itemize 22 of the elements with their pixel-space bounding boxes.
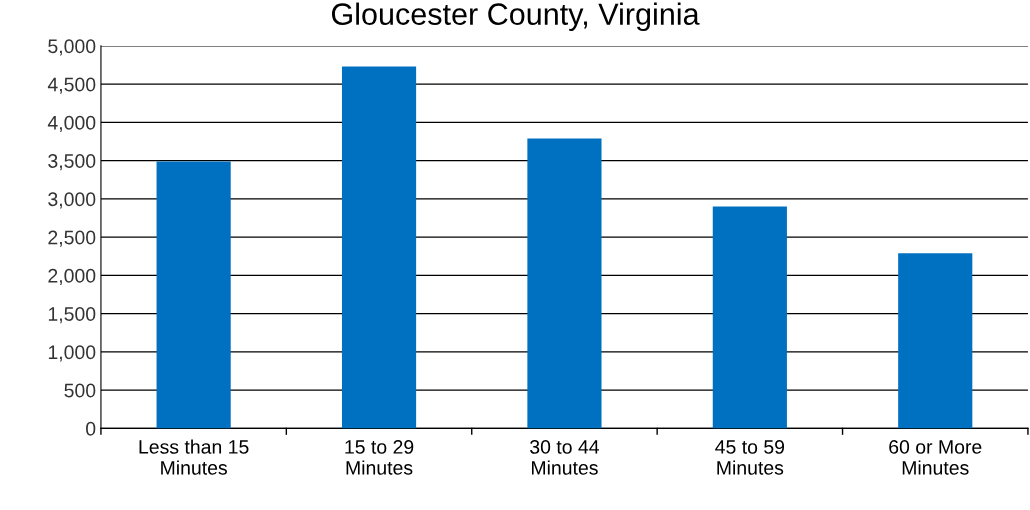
y-tick-label: 500 [64,383,96,398]
x-tick-label: 45 to 59 Minutes [715,440,785,475]
y-tick-label: 4,000 [47,115,96,132]
bar [341,66,417,429]
y-tick-label: 3,500 [48,154,96,171]
y-tick-label: 5,000 [48,39,96,56]
y-tick-label: 1,500 [48,307,96,324]
y-tick-label: 3,000 [48,192,96,209]
bar [527,138,602,429]
x-tick-label: 15 to 29 Minutes [345,440,414,475]
y-tick-label: 2,500 [48,230,96,247]
y-tick-label: 0 [86,421,96,436]
x-tick-label: 30 to 44 Minutes [530,440,600,475]
chart-title: Gloucester County, Virginia [331,2,700,32]
bar [898,253,973,429]
bar [156,161,231,429]
y-tick-label: 1,000 [48,345,96,362]
y-tick-label: 4,500 [47,77,96,94]
bar [712,206,787,429]
y-tick-label: 2,000 [48,268,96,285]
x-tick-label: 60 or More Minutes [889,440,982,475]
x-tick-label: Less than 15 Minutes [139,439,249,475]
